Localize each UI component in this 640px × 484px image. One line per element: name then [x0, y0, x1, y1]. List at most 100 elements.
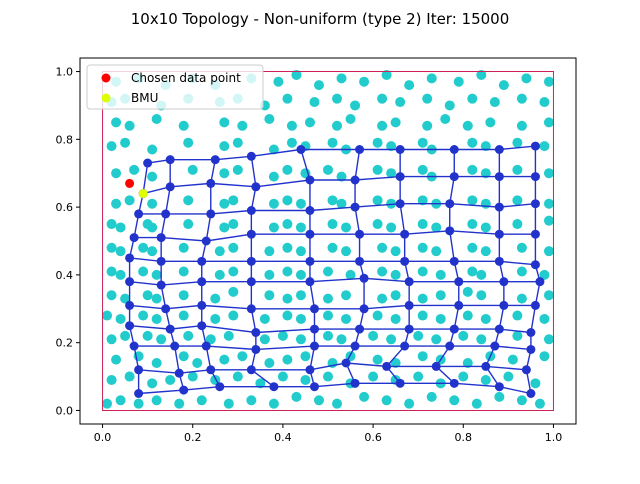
data-point: [219, 222, 230, 233]
boundary-box: [102, 71, 554, 411]
neuron: [449, 172, 459, 182]
data-point: [350, 100, 361, 111]
data-point: [147, 378, 158, 389]
data-point: [507, 354, 518, 365]
data-point: [237, 351, 248, 362]
data-point: [210, 293, 221, 304]
data-point: [480, 168, 491, 179]
x-tick-label: 1.0: [545, 431, 563, 444]
data-point: [205, 334, 216, 345]
neuron: [350, 378, 360, 388]
data-point: [467, 164, 478, 175]
legend: Chosen data point BMU: [86, 64, 264, 110]
data-point: [543, 290, 554, 301]
data-point: [372, 219, 383, 230]
data-point: [539, 141, 550, 152]
axes: 0.0 0.2 0.4 0.6 0.8 1.0 0.0 0.2 0.4 0.6 0.8 1.0: [56, 57, 577, 444]
data-point: [467, 93, 478, 104]
neuron: [156, 256, 166, 266]
data-point: [277, 330, 288, 341]
data-point: [187, 371, 198, 382]
data-point: [151, 358, 162, 368]
data-point: [404, 398, 415, 409]
data-point: [106, 374, 117, 385]
data-point: [106, 141, 117, 152]
data-point: [341, 222, 352, 233]
x-tick-label: 0.2: [184, 431, 202, 444]
data-point: [372, 137, 383, 148]
neuron: [309, 341, 319, 351]
data-point: [268, 198, 279, 209]
data-point: [435, 313, 446, 324]
data-point: [106, 334, 117, 345]
data-point: [386, 334, 397, 345]
neuron: [305, 229, 315, 239]
data-point: [196, 395, 207, 406]
data-point: [390, 269, 401, 280]
neuron: [355, 324, 365, 334]
neuron: [296, 145, 306, 154]
data-point: [467, 137, 478, 148]
data-point: [516, 120, 527, 131]
data-point: [282, 164, 293, 175]
data-point: [377, 266, 388, 277]
data-point: [129, 164, 140, 175]
data-point: [368, 330, 379, 341]
data-point: [282, 354, 293, 365]
neuron: [449, 256, 459, 266]
neuron: [134, 365, 144, 375]
data-point: [332, 398, 343, 409]
data-point: [219, 168, 230, 179]
neuron: [179, 385, 189, 395]
data-point: [417, 137, 428, 148]
neuron: [404, 277, 414, 287]
data-point: [386, 168, 397, 179]
data-point: [404, 80, 415, 91]
plot-area: [102, 69, 554, 411]
data-point: [417, 242, 428, 253]
data-point: [115, 222, 126, 233]
data-point: [120, 330, 131, 341]
data-point: [435, 269, 446, 280]
data-point: [377, 93, 388, 104]
neuron: [156, 280, 166, 290]
data-point: [183, 195, 194, 206]
neuron: [206, 365, 216, 375]
neuron: [305, 277, 315, 287]
y-tick-label: 0.6: [56, 201, 74, 214]
chart-title: 10x10 Topology - Non-uniform (type 2) It…: [131, 10, 510, 28]
data-point: [291, 69, 302, 80]
data-point: [178, 310, 189, 321]
neuron: [494, 229, 504, 239]
data-point: [219, 354, 230, 365]
neuron: [125, 253, 135, 263]
data-point: [282, 219, 293, 230]
data-point: [111, 168, 122, 179]
data-point: [426, 73, 437, 84]
data-point: [259, 313, 270, 324]
data-point: [543, 215, 554, 226]
data-point: [395, 97, 406, 108]
lattice-row-line: [138, 362, 527, 374]
data-point: [264, 269, 275, 280]
data-point: [111, 198, 122, 209]
legend-box: [86, 64, 264, 110]
data-point: [462, 286, 473, 297]
data-point: [471, 398, 482, 409]
neuron: [359, 304, 369, 314]
y-tick-label: 0.4: [56, 269, 74, 282]
neuron: [404, 300, 414, 310]
neuron: [143, 158, 153, 168]
data-point: [291, 391, 302, 402]
neuron: [494, 324, 504, 334]
neuron: [246, 304, 256, 314]
data-point: [390, 313, 401, 324]
data-point: [232, 164, 243, 175]
data-point: [165, 374, 176, 385]
neuron: [165, 182, 175, 192]
data-point: [323, 330, 333, 341]
data-point: [115, 313, 126, 324]
neuron: [530, 260, 540, 270]
neuron: [400, 229, 410, 239]
